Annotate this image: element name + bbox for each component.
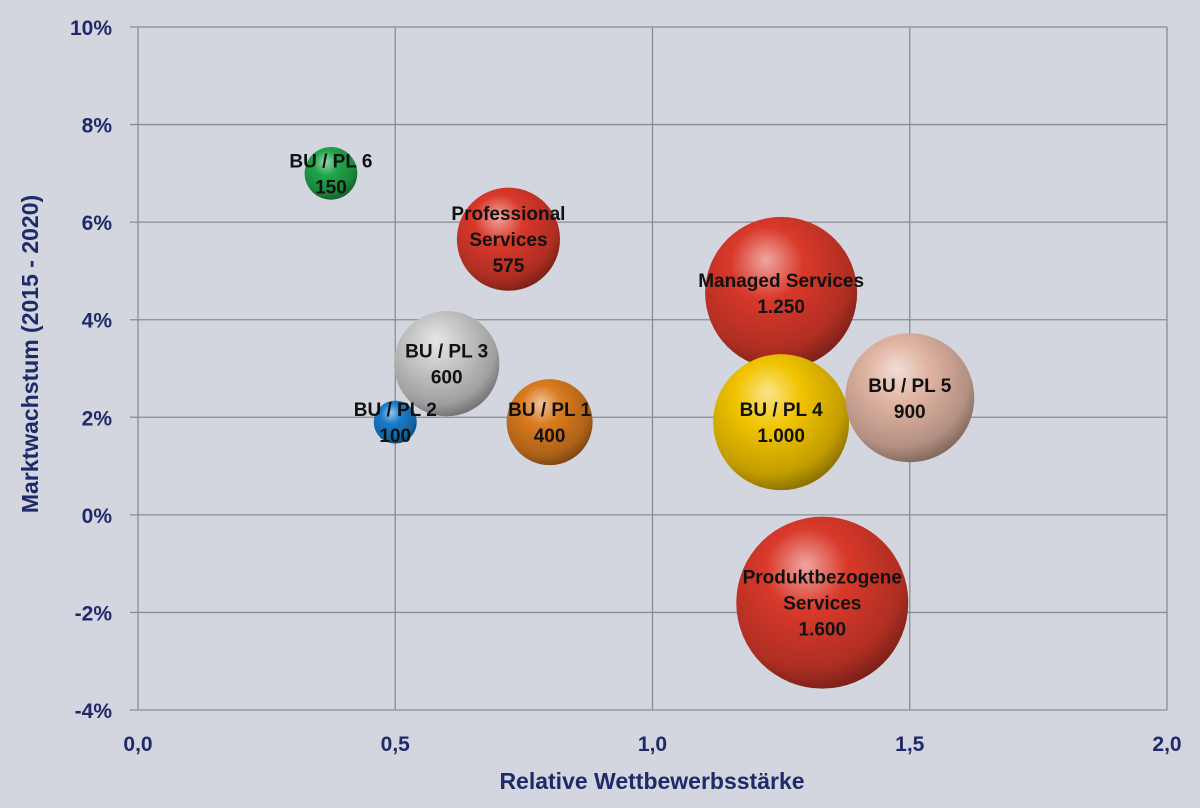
bubble-label: BU / PL 1 [508, 400, 591, 421]
bubble-label: Services [469, 230, 547, 251]
bubble-professional-services [456, 187, 560, 291]
bubble-bu-pl-1 [506, 379, 593, 466]
bubble-label: 100 [379, 426, 411, 447]
bubble-bu-pl-3 [394, 310, 500, 417]
bubble-circle [394, 310, 500, 417]
bubble-label: 400 [534, 426, 566, 447]
bubble-bu-pl-6 [304, 147, 358, 200]
bubble-circle [713, 354, 850, 491]
x-tick-label: 2,0 [1152, 733, 1181, 756]
x-axis-ticks: 0,0 0,5 1,0 1,5 2,0 [123, 733, 1181, 756]
bubble-label: Produktbezogene [743, 568, 902, 589]
bubble-bu-pl-5 [845, 333, 975, 463]
bubble-label: 600 [431, 368, 463, 389]
y-tick-label: 2% [82, 407, 113, 430]
y-tick-label: 4% [82, 310, 113, 333]
bubble-label: BU / PL 4 [740, 400, 823, 421]
y-tick-label: -4% [75, 700, 113, 723]
bubble-label: BU / PL 5 [868, 376, 951, 397]
y-axis-title: Marktwachstum (2015 - 2020) [17, 195, 43, 513]
bubble-bu-pl-2 [373, 400, 417, 444]
x-tick-label: 1,5 [895, 733, 925, 756]
y-tick-label: 8% [82, 115, 113, 138]
y-tick-label: 0% [82, 505, 113, 528]
y-tick-label: 6% [82, 212, 113, 235]
x-axis-title: Relative Wettbewerbsstärke [499, 768, 804, 794]
y-tick-label: -2% [75, 602, 113, 625]
bubble-label: BU / PL 3 [405, 342, 488, 363]
bubble-circle [456, 187, 560, 291]
bubble-label: BU / PL 6 [289, 151, 372, 172]
bubble-circle [845, 333, 975, 463]
bubble-circle [705, 216, 858, 369]
y-axis-ticks: 10% 8% 6% 4% 2% 0% -2% -4% [70, 17, 112, 723]
bubble-bu-pl-4 [713, 354, 850, 491]
bubble-label: 1.250 [757, 297, 805, 318]
x-tick-label: 0,5 [381, 733, 411, 756]
bubble-circle [373, 400, 417, 444]
bubble-label: Managed Services [698, 271, 864, 292]
bubble-managed-services [705, 216, 858, 369]
bubble-circle [736, 516, 909, 689]
x-tick-label: 0,0 [123, 733, 152, 756]
gridlines [130, 26, 1168, 711]
bubble-label: 900 [894, 402, 926, 423]
bubble-label: 1.600 [799, 620, 847, 641]
bubble-circle [506, 379, 593, 466]
bubbles: BU / PL 6 150 Professional Services 575 BU / … [289, 147, 975, 689]
bubble-produktbezogene-services [736, 516, 909, 689]
bubble-label: Professional [451, 204, 565, 225]
bubble-circle [304, 147, 358, 200]
bubble-label: 1.000 [757, 426, 805, 447]
bubble-label: 575 [493, 256, 525, 277]
y-tick-label: 10% [70, 17, 112, 40]
x-tick-label: 1,0 [638, 733, 667, 756]
bubble-label: 150 [315, 177, 347, 198]
bubble-label: Services [783, 594, 861, 615]
bubble-label: BU / PL 2 [354, 400, 437, 421]
